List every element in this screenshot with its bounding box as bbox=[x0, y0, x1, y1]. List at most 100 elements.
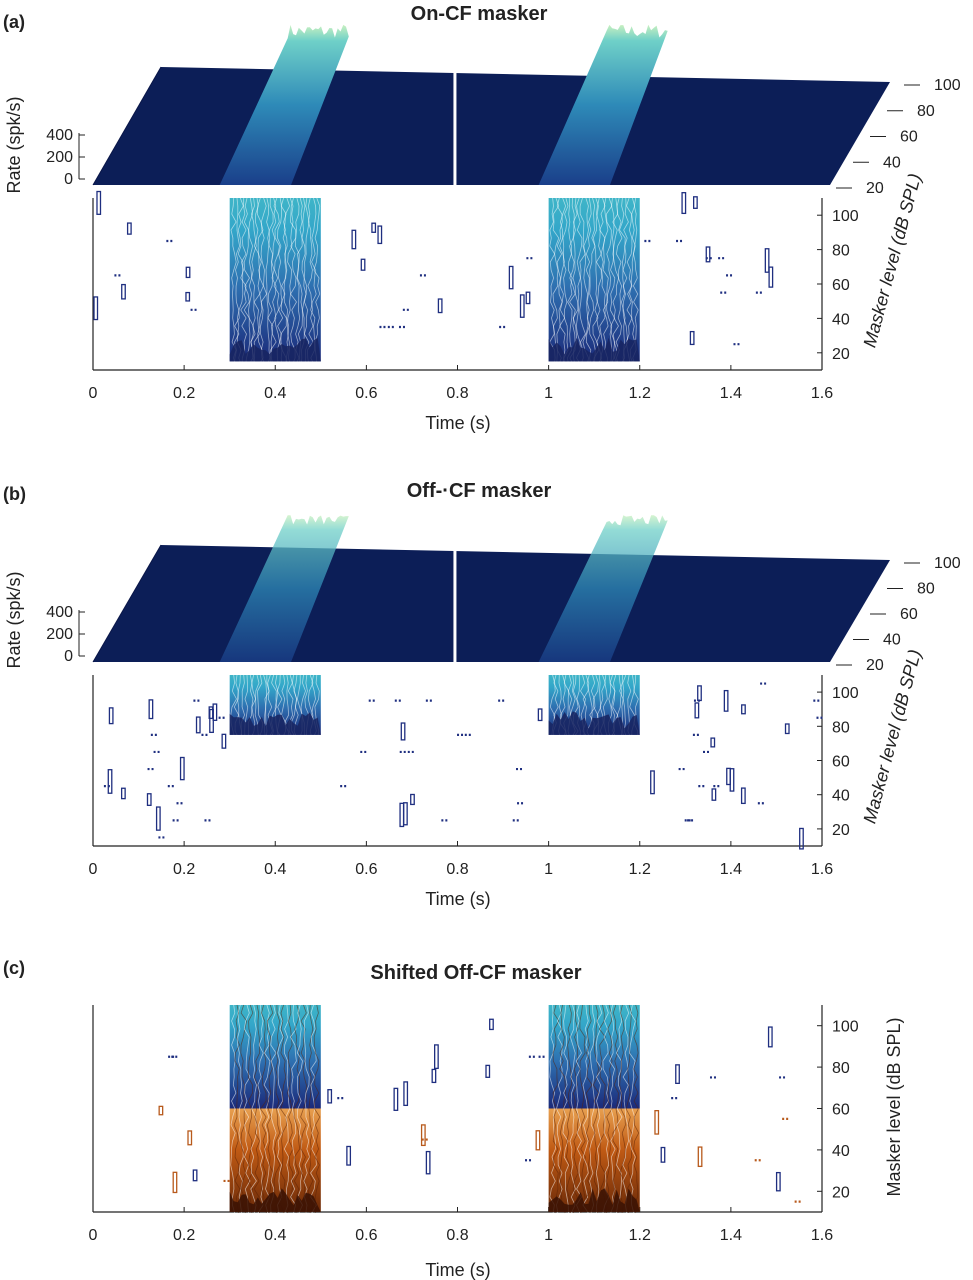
response-contour-trace bbox=[602, 1004, 610, 1214]
rate-axis-label-a: Rate (spk/s) bbox=[4, 96, 24, 193]
response-contour-trace bbox=[263, 1004, 271, 1214]
spontaneous-contour bbox=[519, 294, 525, 318]
response-contour-trace bbox=[273, 1004, 281, 1214]
response-threshold-fringe bbox=[229, 1188, 321, 1212]
response-contour-trace bbox=[293, 1004, 301, 1214]
level-tick-label: 40 bbox=[832, 1143, 850, 1160]
spontaneous-contour bbox=[425, 1150, 431, 1175]
response-contour-trace bbox=[609, 1004, 616, 1214]
spontaneous-contour bbox=[675, 1064, 680, 1084]
spontaneous-contour bbox=[693, 196, 698, 209]
panel-a: 0 200 400 20 40 60 80 100 0 0.2 0.4 0.6 0.8 1 1.2 1.4 1.… bbox=[46, 24, 961, 402]
response-contour-trace bbox=[253, 1004, 261, 1214]
response-contour-trace bbox=[589, 1004, 596, 1214]
spontaneous-contour bbox=[681, 192, 687, 215]
level-tick-label: 20 bbox=[832, 346, 850, 363]
level-tick-label: 20 bbox=[832, 822, 850, 839]
spontaneous-contour bbox=[764, 248, 770, 273]
response-contour-trace bbox=[230, 1004, 237, 1214]
time-tick-label: 1.6 bbox=[811, 385, 833, 402]
spontaneous-contour bbox=[108, 707, 114, 725]
response-contour-trace bbox=[605, 1004, 613, 1214]
response-contour-trace bbox=[595, 1004, 603, 1214]
response-contour-trace bbox=[549, 1004, 556, 1214]
spontaneous-contour bbox=[346, 1145, 352, 1166]
response-contour-trace bbox=[270, 1004, 277, 1214]
surface-response-hump bbox=[219, 24, 349, 186]
spontaneous-contour bbox=[400, 722, 406, 741]
spontaneous-contour bbox=[187, 1130, 193, 1146]
response-contour-trace bbox=[565, 1004, 573, 1214]
spontaneous-contour bbox=[694, 702, 700, 719]
surface-level-tick-label: 60 bbox=[900, 129, 918, 146]
panel-label-c: (c) bbox=[3, 958, 25, 978]
time-tick-label: 0.4 bbox=[264, 385, 286, 402]
response-contour-trace bbox=[296, 1004, 303, 1214]
spontaneous-contour bbox=[93, 296, 99, 321]
rate-tick-label: 0 bbox=[64, 648, 73, 665]
response-contour-trace bbox=[236, 197, 244, 367]
response-contour-trace bbox=[250, 197, 257, 367]
spontaneous-contour bbox=[537, 708, 543, 722]
spontaneous-contour bbox=[399, 802, 405, 828]
response-contour-trace bbox=[273, 197, 281, 367]
spontaneous-contour bbox=[179, 756, 185, 781]
time-tick-label: 1.4 bbox=[720, 861, 742, 878]
time-tick-label: 0.2 bbox=[173, 385, 195, 402]
response-contour-trace bbox=[313, 1004, 321, 1214]
response-contour-trace bbox=[559, 197, 567, 367]
time-axis-label-b: Time (s) bbox=[425, 889, 490, 909]
response-contour-trace bbox=[625, 197, 633, 367]
response-contour-trace bbox=[300, 197, 307, 367]
time-tick-label: 1 bbox=[544, 385, 553, 402]
response-contour-trace bbox=[589, 197, 596, 367]
level-tick-label: 100 bbox=[832, 685, 859, 702]
surface-level-tick-label: 100 bbox=[934, 555, 961, 572]
response-contour-trace bbox=[602, 197, 609, 367]
response-contour-trace bbox=[569, 197, 576, 367]
response-contour-trace bbox=[310, 197, 317, 367]
surface-level-tick-label: 80 bbox=[917, 581, 935, 598]
response-threshold-fringe bbox=[229, 337, 321, 362]
response-contour-trace bbox=[549, 197, 556, 367]
spontaneous-contour bbox=[767, 1026, 773, 1048]
spontaneous-contour bbox=[784, 723, 790, 735]
time-tick-label: 0.4 bbox=[264, 861, 286, 878]
spontaneous-contour bbox=[697, 685, 702, 702]
time-tick-label: 0.2 bbox=[173, 1227, 195, 1244]
spontaneous-contour bbox=[158, 1105, 164, 1116]
rate-tick-label: 0 bbox=[64, 171, 73, 188]
response-contour-trace bbox=[632, 197, 639, 367]
response-block-on-cf bbox=[229, 1005, 321, 1109]
spontaneous-contour bbox=[650, 770, 655, 795]
response-contour-trace bbox=[619, 197, 626, 367]
response-contour-trace bbox=[243, 1004, 251, 1214]
response-contour-trace bbox=[306, 197, 314, 367]
response-contour-trace bbox=[248, 197, 254, 367]
time-tick-label: 1.4 bbox=[720, 1227, 742, 1244]
response-contour-trace bbox=[579, 1004, 586, 1214]
time-tick-label: 0 bbox=[89, 385, 98, 402]
surface-response-hump bbox=[538, 515, 668, 662]
response-contour-trace bbox=[582, 197, 590, 367]
time-axis-label-a: Time (s) bbox=[425, 413, 490, 433]
spontaneous-contour bbox=[489, 1018, 494, 1031]
spontaneous-contour bbox=[740, 787, 746, 805]
response-contour-trace bbox=[243, 197, 251, 367]
spontaneous-contour bbox=[195, 716, 201, 734]
response-contour-trace bbox=[585, 1004, 593, 1214]
response-contour-trace bbox=[296, 197, 303, 367]
surface-level-tick-label: 100 bbox=[934, 77, 961, 94]
response-contour-trace bbox=[307, 1004, 314, 1214]
surface-response-hump bbox=[538, 24, 668, 186]
response-contour-trace bbox=[260, 197, 268, 367]
level-tick-label: 40 bbox=[832, 788, 850, 805]
time-tick-label: 1.2 bbox=[629, 1227, 651, 1244]
spontaneous-contour bbox=[525, 291, 531, 305]
spontaneous-contour bbox=[371, 222, 377, 233]
response-contour-trace bbox=[562, 197, 569, 367]
spontaneous-contour bbox=[146, 793, 152, 806]
rate-axis-label-b: Rate (spk/s) bbox=[4, 571, 24, 668]
time-tick-label: 0.6 bbox=[355, 861, 377, 878]
spontaneous-contour bbox=[799, 827, 804, 850]
